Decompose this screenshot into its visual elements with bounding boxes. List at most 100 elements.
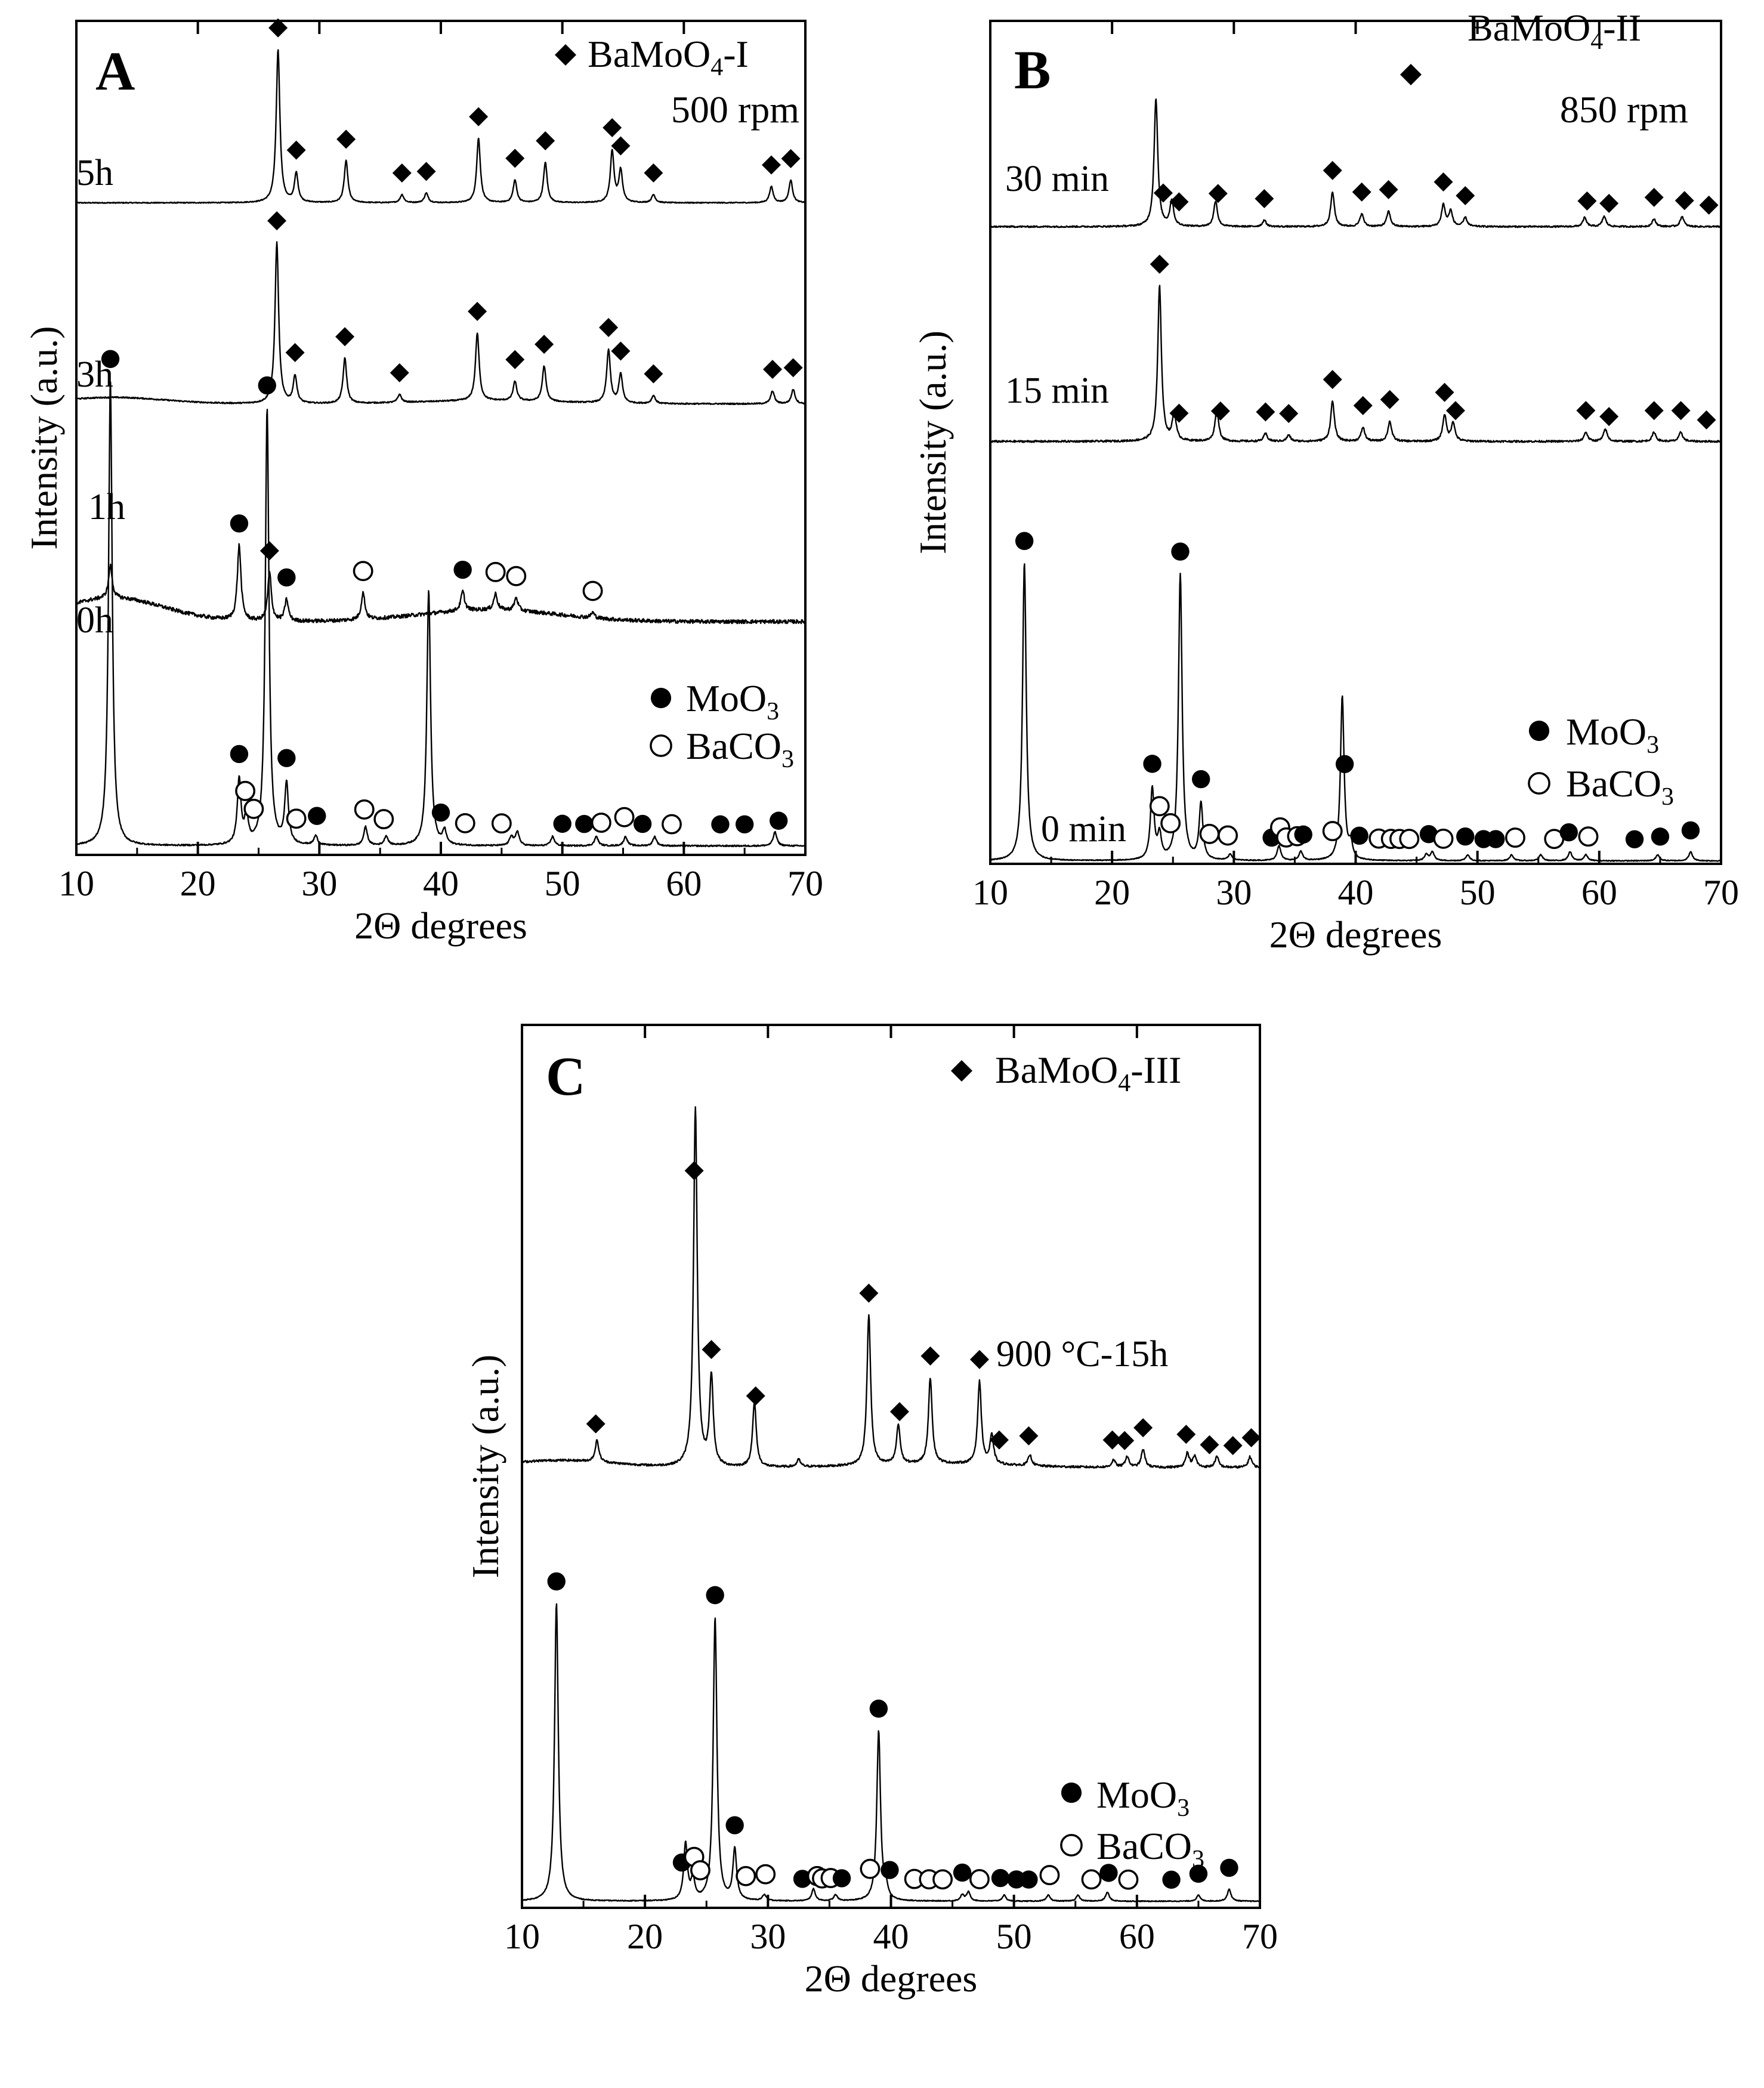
peak-marker-diamond xyxy=(1102,1430,1122,1450)
legend-open-circle-icon xyxy=(650,734,672,757)
peak-marker-filled-circle xyxy=(735,815,754,834)
y-axis-title: Intensity (a.u.) xyxy=(23,326,65,550)
peak-marker-diamond xyxy=(1577,191,1597,211)
peak-marker-filled-circle xyxy=(1651,827,1670,846)
x-tick-label: 30 xyxy=(750,1917,786,1956)
peak-marker-diamond xyxy=(469,107,489,126)
peak-marker-diamond xyxy=(1576,401,1596,421)
peak-marker-diamond xyxy=(989,1430,1009,1450)
series-0: 5h xyxy=(76,18,806,204)
xrd-trace xyxy=(75,543,807,625)
peak-marker-diamond xyxy=(416,162,436,181)
peak-marker-filled-circle xyxy=(1143,755,1161,773)
peak-marker-open-circle xyxy=(353,561,373,582)
legend-filled-circle-icon xyxy=(1528,720,1550,742)
xrd-trace xyxy=(521,1106,1261,1469)
panel-letter: C xyxy=(546,1046,585,1107)
xrd-trace xyxy=(76,381,806,848)
peak-marker-diamond xyxy=(1019,1426,1039,1445)
peak-marker-diamond xyxy=(599,317,619,337)
peak-marker-open-circle xyxy=(1322,821,1343,842)
peak-marker-filled-circle xyxy=(277,568,296,587)
peak-marker-diamond xyxy=(1435,382,1454,402)
peak-marker-filled-circle xyxy=(1192,770,1210,789)
x-tick-label: 60 xyxy=(666,864,702,903)
x-tick-label: 50 xyxy=(545,864,580,903)
peak-marker-diamond xyxy=(1223,1436,1243,1456)
peak-marker-filled-circle xyxy=(711,815,730,834)
peak-marker-filled-circle xyxy=(1456,827,1475,846)
peak-marker-filled-circle xyxy=(1487,830,1505,848)
peak-marker-open-circle xyxy=(1578,826,1599,847)
peak-marker-diamond xyxy=(611,341,631,361)
peak-marker-open-circle xyxy=(373,809,394,830)
peak-marker-diamond xyxy=(644,364,663,384)
peak-marker-open-circle xyxy=(354,799,375,820)
peak-marker-diamond xyxy=(1434,172,1453,192)
panel-letter: B xyxy=(1014,39,1051,100)
peak-marker-open-circle xyxy=(1505,827,1525,848)
peak-marker-diamond xyxy=(859,1283,879,1303)
panel-letter: A xyxy=(95,41,135,101)
legend-label: MoO3 xyxy=(686,677,779,725)
legend-item: BaMoO4-I 500 rpm xyxy=(555,33,799,131)
legend-item: BaMoO4-II 850 rpm xyxy=(1400,7,1688,131)
peak-marker-open-circle xyxy=(969,1868,990,1889)
peak-marker-open-circle xyxy=(614,807,635,827)
peak-marker-diamond xyxy=(746,1386,765,1406)
peak-marker-diamond xyxy=(761,155,781,175)
y-axis-title: Intensity (a.u.) xyxy=(912,331,954,554)
x-tick-label: 20 xyxy=(180,864,216,903)
peak-marker-diamond xyxy=(1256,402,1275,422)
peak-marker-open-circle xyxy=(1039,1865,1060,1886)
xrd-trace xyxy=(76,49,806,204)
legend-item: MoO3 xyxy=(1061,1774,1190,1822)
peak-marker-filled-circle xyxy=(1220,1858,1238,1877)
x-tick-label: 10 xyxy=(972,873,1008,912)
peak-marker-open-circle xyxy=(1160,813,1181,833)
series-0: 900 °C-15h xyxy=(521,1106,1261,1469)
legend-label: MoO3 xyxy=(1096,1774,1190,1822)
x-tick-label: 20 xyxy=(627,1917,663,1956)
x-tick-label: 60 xyxy=(1581,873,1617,912)
peak-marker-open-circle xyxy=(455,813,475,833)
peak-marker-filled-circle xyxy=(953,1863,972,1882)
x-tick-label: 70 xyxy=(787,864,823,903)
peak-marker-filled-circle xyxy=(1171,542,1190,561)
series-label: 5h xyxy=(76,153,113,193)
peak-marker-filled-circle xyxy=(431,803,450,822)
legend-open-circle-icon xyxy=(1060,1834,1083,1857)
peak-marker-diamond xyxy=(1200,1435,1219,1454)
peak-marker-diamond xyxy=(644,163,663,183)
peak-marker-filled-circle xyxy=(1350,826,1368,845)
peak-marker-filled-circle xyxy=(769,811,788,830)
peak-marker-filled-circle xyxy=(230,514,249,533)
x-tick-label: 40 xyxy=(873,1917,909,1956)
peak-marker-diamond xyxy=(267,211,287,231)
peak-marker-diamond xyxy=(268,18,288,38)
peak-marker-open-circle xyxy=(1399,829,1420,850)
peak-marker-diamond xyxy=(390,363,409,382)
peak-marker-diamond xyxy=(285,342,305,362)
legend-note: 850 rpm xyxy=(1560,88,1688,131)
peak-marker-diamond xyxy=(1323,370,1342,390)
xrd-trace xyxy=(521,1603,1261,1902)
peak-marker-diamond xyxy=(889,1402,909,1422)
x-tick-label: 20 xyxy=(1094,873,1130,912)
legend-filled-circle-icon xyxy=(1061,1782,1082,1803)
peak-marker-diamond xyxy=(1279,404,1299,424)
peak-marker-diamond xyxy=(1352,182,1371,202)
xrd-trace xyxy=(76,241,806,406)
peak-marker-filled-circle xyxy=(1335,755,1354,774)
peak-marker-diamond xyxy=(684,1161,704,1181)
series-label: 15 min xyxy=(1005,370,1109,411)
legend-label: BaCO3 xyxy=(1096,1825,1204,1873)
legend-open-circle-icon xyxy=(1528,772,1550,795)
peak-marker-diamond xyxy=(1671,401,1691,421)
peak-marker-diamond xyxy=(335,327,355,347)
xrd-trace xyxy=(990,285,1722,443)
peak-marker-filled-circle xyxy=(1625,830,1644,848)
peak-marker-diamond xyxy=(1133,1418,1153,1438)
x-tick-label: 30 xyxy=(1216,873,1252,912)
peak-marker-diamond xyxy=(1176,1425,1196,1444)
